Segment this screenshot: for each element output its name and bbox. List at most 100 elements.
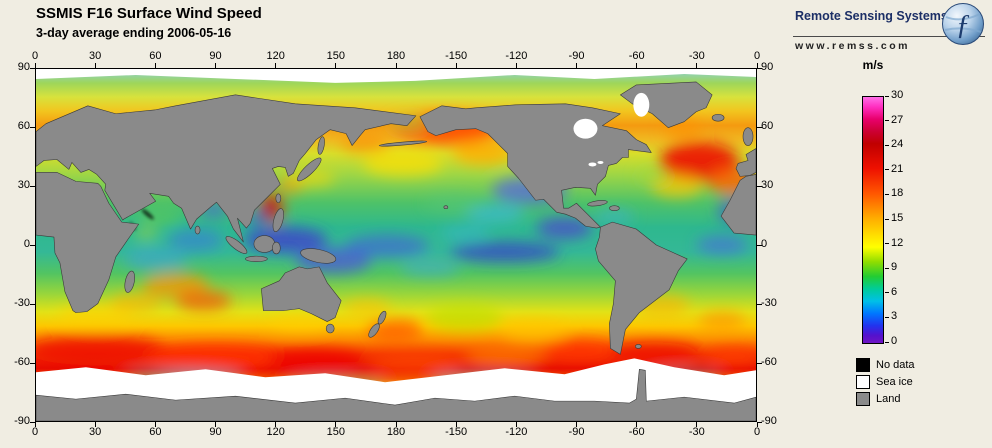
axis-tick-mark bbox=[576, 422, 577, 427]
axis-tick-mark bbox=[885, 144, 889, 146]
axis-tick-mark bbox=[885, 169, 889, 171]
lon-tick-label-top: -90 bbox=[568, 50, 585, 62]
axis-tick-mark bbox=[885, 193, 889, 195]
legend: No data Sea ice Land bbox=[856, 356, 915, 407]
lat-tick-label-right: -90 bbox=[761, 415, 777, 427]
branding-name: Remote Sensing Systems bbox=[795, 9, 948, 23]
legend-row: No data bbox=[856, 356, 915, 373]
axis-tick-mark bbox=[30, 244, 35, 246]
legend-label: No data bbox=[876, 358, 915, 371]
lon-tick-label-top: 150 bbox=[326, 50, 345, 62]
axis-tick-mark bbox=[335, 63, 337, 68]
lon-tick-label-bottom: 150 bbox=[326, 426, 345, 438]
legend-swatch-icon bbox=[856, 357, 870, 372]
axis-tick-mark bbox=[94, 63, 96, 68]
axis-tick-mark bbox=[757, 421, 762, 423]
axis-tick-mark bbox=[215, 63, 216, 68]
lon-tick-label-bottom: -60 bbox=[628, 426, 645, 438]
lon-tick-label-bottom: 180 bbox=[386, 426, 406, 438]
axis-tick-mark bbox=[576, 63, 577, 68]
colorbar bbox=[862, 96, 884, 344]
lon-tick-label-top: -150 bbox=[445, 50, 468, 62]
lon-tick-label-bottom: 30 bbox=[89, 426, 102, 438]
axis-tick-mark bbox=[885, 292, 889, 294]
axis-tick-mark bbox=[34, 63, 36, 68]
colorbar-tick-label: 0 bbox=[891, 335, 898, 347]
axis-tick-mark bbox=[30, 303, 35, 305]
lon-tick-label-bottom: -90 bbox=[568, 426, 585, 438]
axis-tick-mark bbox=[885, 316, 889, 318]
legend-row: Sea ice bbox=[856, 373, 915, 390]
legend-label: Sea ice bbox=[876, 375, 913, 388]
axis-tick-mark bbox=[395, 422, 397, 427]
lon-tick-label-top: -60 bbox=[628, 50, 645, 62]
lon-tick-label-bottom: 60 bbox=[149, 426, 162, 438]
lat-tick-label-right: -30 bbox=[761, 297, 777, 309]
lon-tick-label-bottom: -30 bbox=[688, 426, 705, 438]
lat-tick-label-left: -90 bbox=[14, 415, 30, 427]
axis-tick-mark bbox=[30, 126, 35, 128]
axis-tick-mark bbox=[885, 243, 889, 245]
lon-tick-label-top: -30 bbox=[688, 50, 705, 62]
branding-divider bbox=[793, 36, 985, 37]
axis-tick-mark bbox=[395, 63, 397, 68]
colorbar-unit: m/s bbox=[862, 58, 884, 72]
colorbar-tick-label: 21 bbox=[891, 162, 904, 175]
axis-tick-mark bbox=[275, 422, 277, 427]
lat-tick-label-right: 0 bbox=[761, 238, 768, 250]
lon-tick-label-top: 120 bbox=[266, 50, 285, 62]
lon-tick-label-bottom: -150 bbox=[445, 426, 468, 438]
lon-tick-label-bottom: -120 bbox=[505, 426, 528, 438]
axis-tick-mark bbox=[757, 362, 762, 364]
axis-tick-mark bbox=[885, 95, 889, 97]
lon-tick-label-top: 0 bbox=[31, 50, 39, 62]
lon-tick-label-top: 30 bbox=[89, 50, 102, 62]
axis-tick-mark bbox=[696, 422, 698, 427]
colorbar-tick-label: 27 bbox=[891, 113, 904, 126]
lat-tick-label-left: 90 bbox=[17, 61, 30, 73]
axis-tick-mark bbox=[756, 63, 758, 68]
world-wind-map bbox=[35, 68, 757, 422]
axis-tick-mark bbox=[757, 185, 762, 187]
lat-tick-label-left: 60 bbox=[17, 120, 30, 132]
colorbar-tick-label: 6 bbox=[891, 285, 898, 298]
lon-tick-label-bottom: 0 bbox=[31, 426, 39, 438]
axis-tick-mark bbox=[30, 421, 35, 423]
lon-tick-label-bottom: 120 bbox=[266, 426, 285, 438]
colorbar-tick-label: 15 bbox=[891, 212, 904, 224]
axis-tick-mark bbox=[757, 244, 762, 246]
axis-tick-mark bbox=[94, 422, 96, 427]
figure-title: SSMIS F16 Surface Wind Speed bbox=[36, 5, 262, 22]
lat-tick-label-right: 90 bbox=[761, 61, 774, 73]
axis-tick-mark bbox=[30, 362, 35, 364]
axis-tick-mark bbox=[34, 422, 36, 427]
rss-globe-logo-icon: ƒ bbox=[942, 3, 984, 45]
legend-swatch-icon bbox=[856, 374, 870, 389]
colorbar-tick-label: 9 bbox=[891, 261, 898, 274]
axis-tick-mark bbox=[757, 67, 762, 69]
logo-letter: ƒ bbox=[956, 9, 971, 41]
lat-tick-label-left: -60 bbox=[14, 356, 30, 368]
colorbar-tick-label: 30 bbox=[891, 89, 904, 101]
axis-tick-mark bbox=[455, 63, 457, 68]
axis-tick-mark bbox=[756, 422, 758, 427]
axis-tick-mark bbox=[215, 422, 216, 427]
axis-tick-mark bbox=[455, 422, 457, 427]
colorbar-tick-label: 3 bbox=[891, 310, 898, 323]
branding-url: www.remss.com bbox=[795, 40, 910, 52]
legend-label: Land bbox=[876, 392, 901, 405]
axis-tick-mark bbox=[275, 63, 277, 68]
wind-speed-field bbox=[36, 69, 756, 421]
axis-tick-mark bbox=[757, 126, 762, 128]
axis-tick-mark bbox=[515, 422, 517, 427]
axis-tick-mark bbox=[515, 63, 517, 68]
legend-row: Land bbox=[856, 390, 915, 407]
axis-tick-mark bbox=[885, 341, 889, 343]
lat-tick-label-left: -30 bbox=[14, 297, 30, 309]
colorbar-tick-label: 24 bbox=[891, 138, 904, 151]
colorbar-tick-label: 18 bbox=[891, 187, 904, 200]
axis-tick-mark bbox=[885, 120, 889, 122]
axis-tick-mark bbox=[885, 267, 889, 269]
lon-tick-label-top: 0 bbox=[753, 50, 761, 62]
